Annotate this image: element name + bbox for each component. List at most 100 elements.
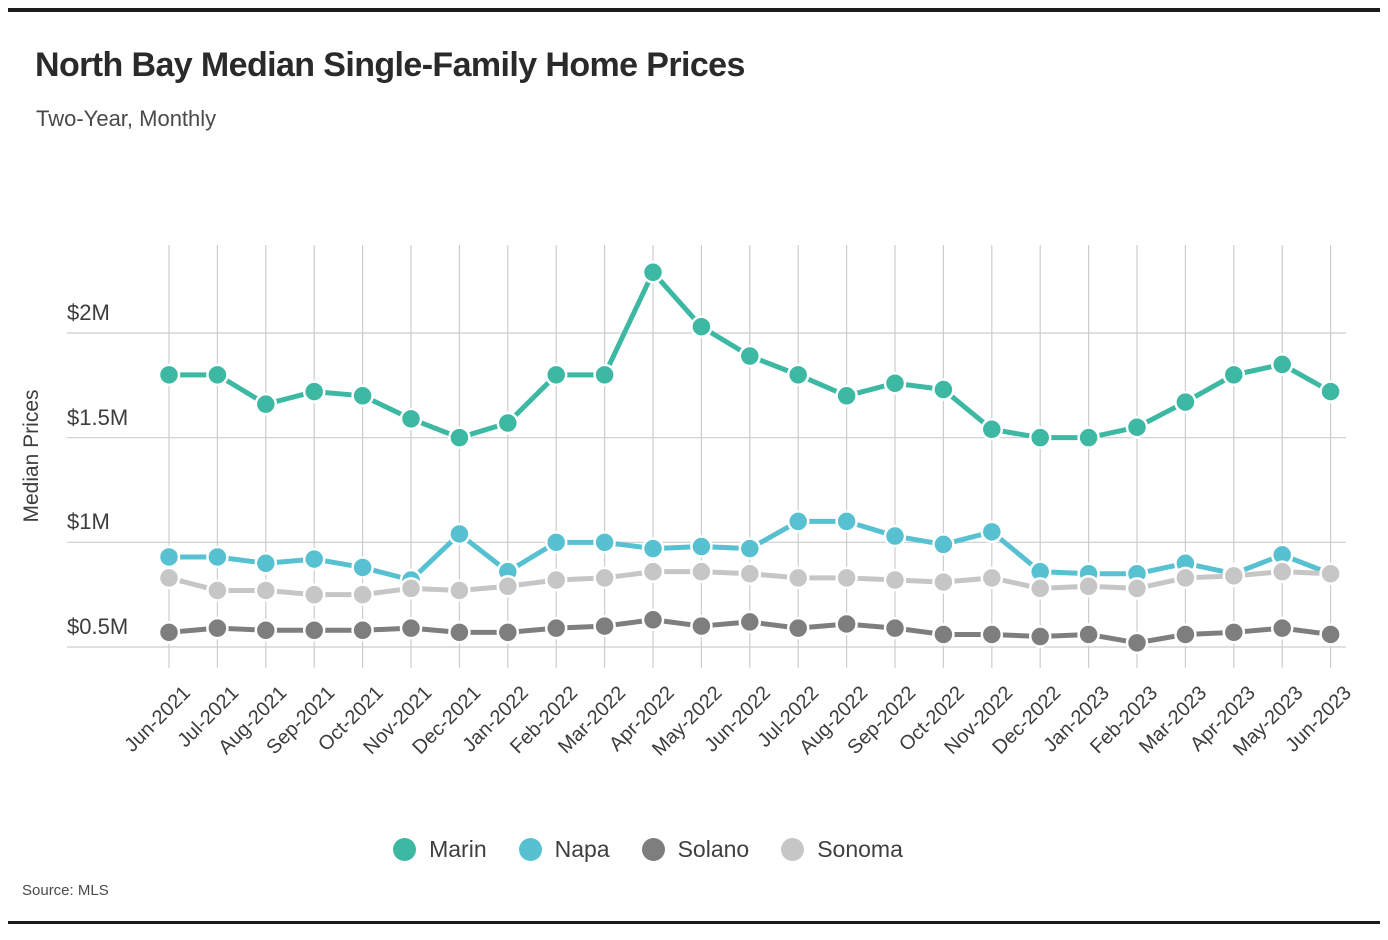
data-point-marin xyxy=(1174,390,1197,414)
source-note: Source: MLS xyxy=(22,882,109,899)
data-point-marin xyxy=(786,363,810,387)
data-point-solano xyxy=(448,621,471,644)
legend-label: Napa xyxy=(554,836,610,862)
data-point-napa xyxy=(157,545,181,569)
y-tick-label: $2M xyxy=(67,300,110,325)
data-point-marin xyxy=(835,384,858,408)
data-point-napa xyxy=(835,510,858,533)
data-point-solano xyxy=(1270,616,1294,640)
data-point-napa xyxy=(980,520,1004,544)
legend-item-marin: Marin xyxy=(393,836,487,863)
data-point-sonoma xyxy=(593,566,616,590)
legend-swatch-icon xyxy=(781,838,805,861)
chart-subtitle: Two-Year, Monthly xyxy=(36,106,217,131)
data-point-solano xyxy=(1174,623,1197,646)
y-tick-label: $1M xyxy=(67,509,110,535)
data-point-sonoma xyxy=(399,577,423,600)
data-point-sonoma xyxy=(351,583,374,606)
chart-title: North Bay Median Single-Family Home Pric… xyxy=(35,46,745,84)
data-point-napa xyxy=(302,547,326,571)
data-point-solano xyxy=(206,616,229,640)
data-point-marin xyxy=(1125,415,1149,439)
data-point-sonoma xyxy=(157,566,181,590)
data-point-marin xyxy=(254,392,278,416)
legend-swatch-icon xyxy=(641,838,665,861)
data-point-sonoma xyxy=(641,560,665,583)
data-point-napa xyxy=(932,533,955,556)
data-point-marin xyxy=(157,363,181,387)
data-point-solano xyxy=(399,616,423,640)
legend-label: Solano xyxy=(677,836,750,862)
data-point-sonoma xyxy=(448,579,471,602)
legend-item-sonoma: Sonoma xyxy=(781,836,903,863)
data-point-marin xyxy=(399,407,423,431)
data-point-napa xyxy=(254,552,278,575)
data-point-sonoma xyxy=(690,560,713,583)
data-point-sonoma xyxy=(1077,575,1100,598)
data-point-solano xyxy=(496,621,520,644)
data-point-solano xyxy=(544,616,568,640)
data-point-sonoma xyxy=(1028,577,1052,600)
data-point-solano xyxy=(690,614,713,638)
data-point-solano xyxy=(786,616,810,640)
data-point-sonoma xyxy=(883,568,907,592)
data-point-sonoma xyxy=(835,566,858,590)
data-point-sonoma xyxy=(786,566,810,590)
data-point-solano xyxy=(1028,625,1052,648)
data-point-solano xyxy=(1222,621,1246,644)
data-point-solano xyxy=(254,619,278,642)
legend-swatch-icon xyxy=(393,838,417,861)
legend-item-solano: Solano xyxy=(641,836,750,863)
legend: Marin Napa Solano Sonoma xyxy=(0,836,1296,863)
data-point-sonoma xyxy=(1174,566,1197,590)
data-point-sonoma xyxy=(932,570,955,594)
data-point-marin xyxy=(932,378,955,401)
data-point-napa xyxy=(593,531,616,554)
data-point-solano xyxy=(1319,623,1342,646)
data-point-marin xyxy=(544,363,568,387)
data-point-sonoma xyxy=(302,583,326,606)
legend-swatch-icon xyxy=(518,838,542,861)
data-point-napa xyxy=(738,537,762,560)
data-point-sonoma xyxy=(496,575,520,598)
data-point-marin xyxy=(1270,353,1294,376)
top-divider xyxy=(8,8,1380,12)
data-point-sonoma xyxy=(1319,562,1342,585)
data-point-napa xyxy=(206,545,229,569)
data-point-marin xyxy=(448,426,471,449)
data-point-sonoma xyxy=(1270,560,1294,583)
data-point-marin xyxy=(883,371,907,395)
data-point-solano xyxy=(932,623,955,646)
data-point-sonoma xyxy=(1125,577,1149,600)
data-point-solano xyxy=(835,612,858,636)
legend-item-napa: Napa xyxy=(518,836,610,863)
data-point-marin xyxy=(302,380,326,403)
data-point-marin xyxy=(641,261,665,284)
data-point-solano xyxy=(641,608,665,632)
data-point-sonoma xyxy=(1222,564,1246,588)
data-point-marin xyxy=(738,344,762,368)
data-point-solano xyxy=(157,621,181,644)
y-tick-label: $0.5M xyxy=(67,614,129,639)
data-point-marin xyxy=(1319,380,1342,403)
data-point-sonoma xyxy=(738,562,762,585)
data-point-solano xyxy=(1077,623,1100,646)
data-point-solano xyxy=(351,619,374,642)
data-point-marin xyxy=(690,315,713,338)
data-point-marin xyxy=(1028,426,1052,449)
bottom-divider xyxy=(8,921,1380,924)
data-point-solano xyxy=(593,614,616,638)
data-point-sonoma xyxy=(544,568,568,592)
data-point-sonoma xyxy=(254,579,278,602)
legend-label: Marin xyxy=(429,836,487,862)
data-point-sonoma xyxy=(980,566,1004,590)
data-point-solano xyxy=(883,616,907,640)
data-point-solano xyxy=(980,623,1004,646)
data-point-solano xyxy=(1125,631,1149,655)
data-point-marin xyxy=(980,418,1004,441)
legend-label: Sonoma xyxy=(817,836,903,862)
data-point-marin xyxy=(351,384,374,408)
